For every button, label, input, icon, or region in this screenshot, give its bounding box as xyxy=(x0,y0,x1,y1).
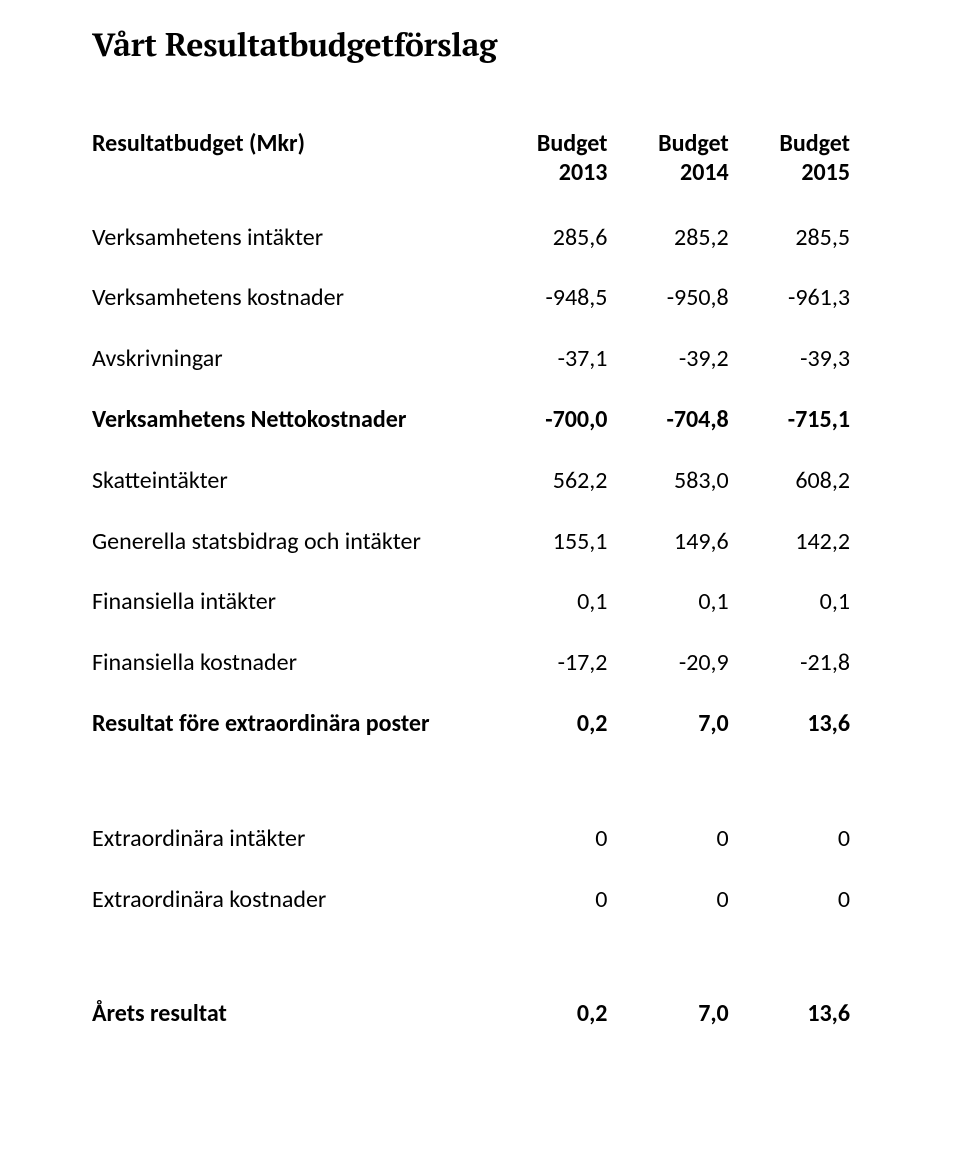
row-value: -948,5 xyxy=(486,268,607,329)
row-value: 0,1 xyxy=(729,572,850,633)
row-label: Resultat före extraordinära poster xyxy=(92,694,486,755)
row-label: Verksamhetens intäkter xyxy=(92,208,486,269)
row-value: 0 xyxy=(729,809,850,870)
row-label: Extraordinära intäkter xyxy=(92,809,486,870)
row-value: -950,8 xyxy=(607,268,728,329)
row-value: 0 xyxy=(607,870,728,931)
table-row: Verksamhetens kostnader -948,5 -950,8 -9… xyxy=(92,268,850,329)
row-value: 583,0 xyxy=(607,451,728,512)
table-row: Verksamhetens intäkter 285,6 285,2 285,5 xyxy=(92,208,850,269)
table-footer-row: Årets resultat 0,2 7,0 13,6 xyxy=(92,984,850,1045)
row-label: Finansiella kostnader xyxy=(92,633,486,694)
row-label: Extraordinära kostnader xyxy=(92,870,486,931)
row-value: 7,0 xyxy=(607,694,728,755)
row-value: 0 xyxy=(729,870,850,931)
row-value: -700,0 xyxy=(486,390,607,451)
table-header-row: Resultatbudget (Mkr) Budget 2013 Budget … xyxy=(92,114,850,208)
row-value: 0,1 xyxy=(607,572,728,633)
footer-value: 13,6 xyxy=(729,984,850,1045)
row-value: -17,2 xyxy=(486,633,607,694)
table-row: Avskrivningar -37,1 -39,2 -39,3 xyxy=(92,329,850,390)
header-label: Resultatbudget (Mkr) xyxy=(92,114,486,208)
row-label: Generella statsbidrag och intäkter xyxy=(92,512,486,573)
row-value: 142,2 xyxy=(729,512,850,573)
row-value: -37,1 xyxy=(486,329,607,390)
table-row: Finansiella kostnader -17,2 -20,9 -21,8 xyxy=(92,633,850,694)
header-col-2: Budget 2014 xyxy=(607,114,728,208)
header-col-1: Budget 2013 xyxy=(486,114,607,208)
row-label: Skatteintäkter xyxy=(92,451,486,512)
footer-value: 0,2 xyxy=(486,984,607,1045)
row-value: -715,1 xyxy=(729,390,850,451)
row-label: Verksamhetens Nettokostnader xyxy=(92,390,486,451)
budget-table: Resultatbudget (Mkr) Budget 2013 Budget … xyxy=(92,114,850,1045)
row-value: -20,9 xyxy=(607,633,728,694)
row-value: 0 xyxy=(607,809,728,870)
row-value: -39,3 xyxy=(729,329,850,390)
page-title: Vårt Resultatbudgetförslag xyxy=(92,24,850,66)
spacer xyxy=(92,930,850,984)
row-value: 285,6 xyxy=(486,208,607,269)
table-row: Extraordinära kostnader 0 0 0 xyxy=(92,870,850,931)
row-value: 608,2 xyxy=(729,451,850,512)
row-value: 155,1 xyxy=(486,512,607,573)
footer-value: 7,0 xyxy=(607,984,728,1045)
row-label: Finansiella intäkter xyxy=(92,572,486,633)
row-value: 0 xyxy=(486,809,607,870)
row-value: 285,2 xyxy=(607,208,728,269)
row-label: Verksamhetens kostnader xyxy=(92,268,486,329)
row-value: 0,1 xyxy=(486,572,607,633)
row-label: Avskrivningar xyxy=(92,329,486,390)
row-value: -961,3 xyxy=(729,268,850,329)
row-value: 0,2 xyxy=(486,694,607,755)
table-row: Finansiella intäkter 0,1 0,1 0,1 xyxy=(92,572,850,633)
table-row: Generella statsbidrag och intäkter 155,1… xyxy=(92,512,850,573)
row-value: -21,8 xyxy=(729,633,850,694)
footer-label: Årets resultat xyxy=(92,984,486,1045)
table-row: Extraordinära intäkter 0 0 0 xyxy=(92,809,850,870)
table-row: Verksamhetens Nettokostnader -700,0 -704… xyxy=(92,390,850,451)
header-col-3: Budget 2015 xyxy=(729,114,850,208)
table-row: Skatteintäkter 562,2 583,0 608,2 xyxy=(92,451,850,512)
row-value: 13,6 xyxy=(729,694,850,755)
table-row: Resultat före extraordinära poster 0,2 7… xyxy=(92,694,850,755)
row-value: 285,5 xyxy=(729,208,850,269)
row-value: 0 xyxy=(486,870,607,931)
row-value: -704,8 xyxy=(607,390,728,451)
spacer xyxy=(92,755,850,809)
row-value: -39,2 xyxy=(607,329,728,390)
row-value: 149,6 xyxy=(607,512,728,573)
row-value: 562,2 xyxy=(486,451,607,512)
